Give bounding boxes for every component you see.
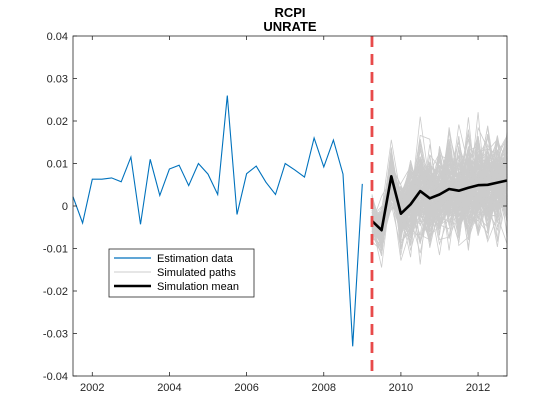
y-tick-label: 0: [62, 201, 68, 213]
simulated-path-line: [371, 144, 508, 224]
y-tick-label: -0.04: [43, 371, 68, 383]
estimation-data-line: [72, 95, 363, 347]
simulated-path-line: [371, 143, 508, 238]
chart-title-line-2: UNRATE: [263, 19, 317, 34]
legend-label-simulated-paths: Simulated paths: [157, 267, 236, 279]
y-tick-label: 0.01: [47, 159, 68, 171]
y-tick-label: -0.03: [43, 329, 68, 341]
legend-label-simulation-mean: Simulation mean: [157, 281, 239, 293]
data-series-group: [72, 95, 508, 347]
simulated-path-line: [371, 160, 508, 230]
simulated-path-line: [371, 162, 508, 226]
y-tick-label: 0.03: [47, 74, 68, 86]
chart-title-line-1: RCPI: [274, 5, 305, 20]
x-tick-label: 2002: [80, 382, 104, 394]
legend: Estimation data Simulated paths Simulati…: [108, 248, 255, 298]
simulation-mean-line: [371, 175, 508, 232]
y-axis-ticks: -0.04 -0.03 -0.02 -0.01 0 0.01 0.02 0.03 0.04: [43, 31, 507, 383]
x-tick-label: 2006: [234, 382, 258, 394]
x-tick-label: 2008: [312, 382, 336, 394]
x-tick-label: 2004: [157, 382, 181, 394]
y-tick-label: -0.02: [43, 286, 68, 298]
legend-box: [108, 248, 255, 298]
legend-label-estimation: Estimation data: [157, 253, 234, 265]
x-tick-label: 2010: [389, 382, 413, 394]
y-tick-label: 0.04: [47, 31, 68, 43]
simulated-path-line: [371, 149, 508, 261]
y-tick-label: -0.01: [43, 244, 68, 256]
simulated-path-line: [371, 125, 508, 233]
simulated-path-line: [371, 134, 508, 251]
y-tick-label: 0.02: [47, 116, 68, 128]
x-axis-ticks: 2002 2004 2006 2008 2010 2012: [80, 36, 490, 394]
x-tick-label: 2012: [466, 382, 490, 394]
